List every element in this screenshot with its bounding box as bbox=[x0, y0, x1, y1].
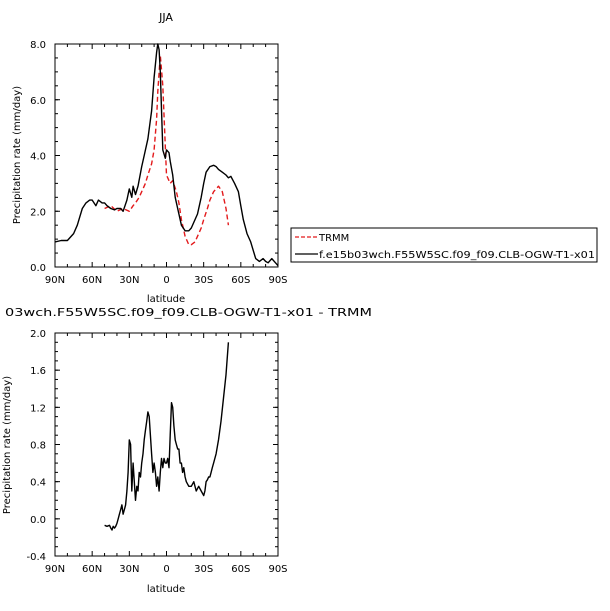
top-x-tick-label: 90S bbox=[268, 275, 287, 286]
legend-box bbox=[290, 227, 598, 263]
top-y-tick-label: 6.0 bbox=[30, 96, 46, 107]
bottom-y-tick-label: 0.8 bbox=[30, 441, 46, 452]
bottom-series-line-model bbox=[104, 342, 230, 531]
legend-label-trmm: TRMM bbox=[318, 233, 349, 244]
bottom-x-tick-label: 30S bbox=[194, 564, 213, 575]
bottom-x-axis-title: latitude bbox=[147, 584, 185, 595]
top-x-tick-label: 90N bbox=[45, 275, 65, 286]
top-x-tick-label: 60N bbox=[82, 275, 102, 286]
top-x-axis-title: latitude bbox=[147, 294, 185, 305]
bottom-x-tick-label: 90N bbox=[45, 564, 65, 575]
bottom-x-tick-label: 60S bbox=[231, 564, 250, 575]
top-series-line-model bbox=[54, 43, 279, 267]
top-chart-panel: JJA 90N 60N 30N 0 30S 60S 90S 0.0 2.0 4.0 6.0 8.0 l… bbox=[12, 11, 288, 305]
top-y-tick-label: 8.0 bbox=[30, 40, 46, 51]
bottom-x-tick-label: 60N bbox=[82, 564, 102, 575]
bottom-y-axis-title: Precipitation rate (mm/day) bbox=[2, 376, 13, 514]
top-x-tick-label: 0 bbox=[163, 275, 169, 286]
top-y-tick-label: 4.0 bbox=[30, 152, 46, 163]
legend: TRMM f.e15b03wch.F55W5SC.f09_f09.CLB-OGW… bbox=[290, 227, 598, 263]
bottom-x-tick-label: 30N bbox=[119, 564, 139, 575]
top-x-tick-label: 30N bbox=[119, 275, 139, 286]
bottom-y-tick-label: 1.6 bbox=[30, 366, 46, 377]
top-x-tick-label: 30S bbox=[194, 275, 213, 286]
top-plot-frame bbox=[54, 43, 279, 268]
bottom-plot-frame bbox=[54, 332, 279, 557]
bottom-x-tick-label: 0 bbox=[163, 564, 169, 575]
top-y-tick-label: 0.0 bbox=[30, 263, 46, 274]
bottom-chart-panel: 03wch.F55W5SC.f09_f09.CLB-OGW-T1-x01 - T… bbox=[2, 306, 372, 595]
bottom-y-tick-label: 2.0 bbox=[30, 329, 46, 340]
top-series-line-trmm bbox=[104, 54, 230, 246]
bottom-y-tick-label: -0.4 bbox=[26, 552, 46, 563]
top-x-tick-label: 60S bbox=[231, 275, 250, 286]
top-y-tick-label: 2.0 bbox=[30, 207, 46, 218]
bottom-y-tick-label: 0.4 bbox=[30, 478, 46, 489]
top-y-axis-title: Precipitation rate (mm/day) bbox=[12, 86, 23, 224]
top-chart-title: JJA bbox=[158, 11, 173, 24]
bottom-chart-title: 03wch.F55W5SC.f09_f09.CLB-OGW-T1-x01 - T… bbox=[5, 306, 372, 319]
bottom-y-tick-label: 1.2 bbox=[30, 403, 46, 414]
legend-label-model: f.e15b03wch.F55W5SC.f09_f09.CLB-OGW-T1-x… bbox=[319, 250, 595, 261]
bottom-y-tick-label: 0.0 bbox=[30, 515, 46, 526]
bottom-x-tick-label: 90S bbox=[268, 564, 287, 575]
